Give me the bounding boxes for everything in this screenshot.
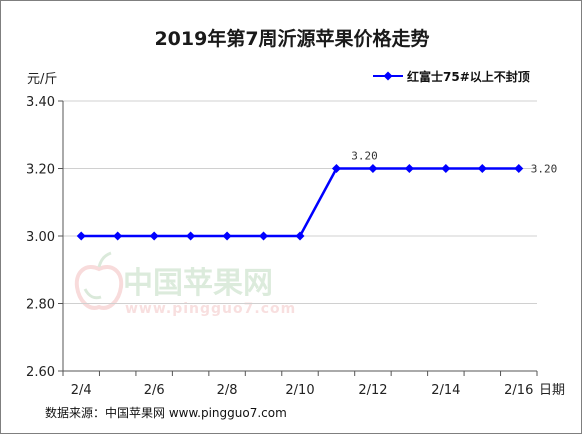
legend: 红富士75#以上不封顶 [373, 69, 530, 84]
data-point-marker [514, 164, 524, 173]
data-point-marker [295, 231, 305, 241]
watermark: 中国苹果网 www.pingguo7.com [74, 251, 296, 317]
data-point-marker [76, 231, 86, 241]
x-tick-label: 2/4 [71, 383, 92, 398]
data-point-marker [368, 164, 378, 173]
y-tick-label: 2.60 [26, 365, 55, 380]
series-red-fuji [76, 164, 524, 241]
x-tick-label: 2/12 [358, 383, 387, 398]
watermark-text-cn: 中国苹果网 [123, 266, 273, 301]
data-point-marker [259, 231, 269, 241]
data-point-marker [331, 164, 341, 173]
data-point-marker [404, 164, 414, 173]
x-tick-label: 2/14 [431, 383, 460, 398]
data-point-marker [113, 231, 123, 241]
legend-marker-swatch [383, 71, 393, 81]
y-tick-label: 3.20 [26, 163, 55, 178]
data-point-marker [222, 231, 232, 241]
data-point-marker [441, 164, 451, 173]
x-axis-label: 日期 [539, 383, 565, 398]
x-tick-label: 2/6 [144, 383, 165, 398]
data-point-marker [149, 231, 159, 241]
series-line [81, 167, 519, 238]
x-tick-label: 2/8 [217, 383, 238, 398]
x-tick-label: 2/10 [285, 383, 314, 398]
source-note: 数据来源：中国苹果网 www.pingguo7.com [45, 405, 287, 420]
y-tick-label: 2.80 [26, 298, 55, 313]
data-labels: 3.20 3.20 [351, 150, 557, 176]
x-tick-label: 2/16 [504, 383, 533, 398]
data-label: 3.20 [531, 163, 558, 176]
data-point-marker [186, 231, 196, 241]
y-axis-ticks: 3.40 3.20 3.00 2.80 2.60 [26, 95, 63, 380]
data-label: 3.20 [351, 150, 378, 163]
watermark-text-url: www.pingguo7.com [125, 301, 296, 317]
chart-title: 2019年第7周沂源苹果价格走势 [154, 27, 429, 50]
y-tick-label: 3.40 [26, 95, 55, 110]
apple-logo-icon [74, 251, 124, 310]
y-tick-label: 3.00 [26, 230, 55, 245]
y-axis-unit-label: 元/斤 [27, 72, 57, 87]
legend-label: 红富士75#以上不封顶 [407, 69, 530, 84]
x-axis-ticks: 2/4 2/6 2/8 2/10 2/12 2/14 2/16 [62, 371, 538, 398]
data-point-marker [477, 164, 487, 173]
